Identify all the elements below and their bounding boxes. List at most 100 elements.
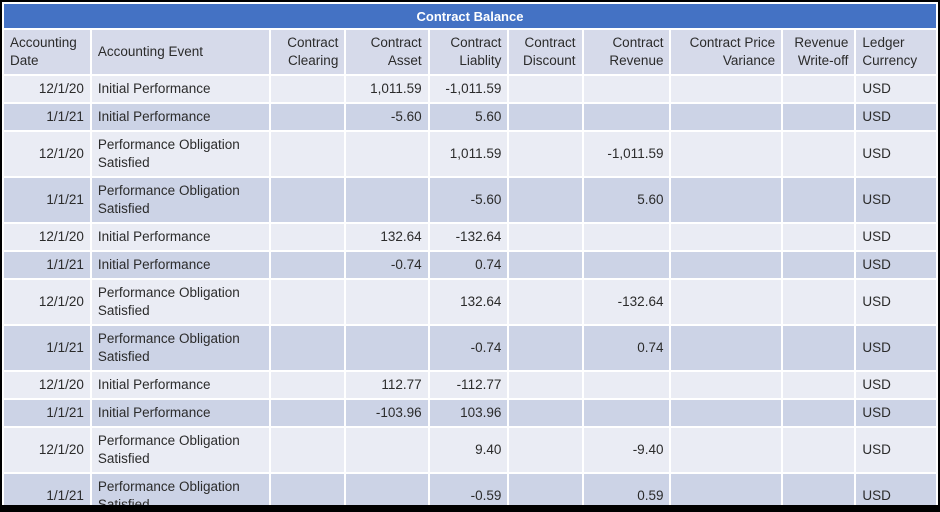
- table-cell: [671, 132, 782, 176]
- table-cell: -112.77: [429, 372, 508, 398]
- table-cell: -1,011.59: [429, 76, 508, 102]
- table-cell: [671, 474, 782, 505]
- table-cell: Performance Obligation Satisfied: [91, 474, 270, 505]
- table-cell: 0.74: [583, 326, 670, 370]
- table-cell: [671, 76, 782, 102]
- table-cell: [671, 326, 782, 370]
- table-cell: -0.74: [429, 326, 508, 370]
- table-cell: USD: [856, 400, 936, 426]
- column-header: Contract Price Variance: [671, 30, 782, 74]
- table-row: 1/1/21 Initial Performance -0.74 0.74 USD: [4, 252, 936, 278]
- column-header: Contract Liablity: [429, 30, 508, 74]
- table-cell: -132.64: [429, 224, 508, 250]
- table-cell: [509, 280, 582, 324]
- table-row: 12/1/20 Performance Obligation Satisfied 1…: [4, 132, 936, 176]
- table-cell: [583, 104, 670, 130]
- table-row: 12/1/20 Initial Performance 132.64 -132.64 U…: [4, 224, 936, 250]
- table-cell: [271, 178, 345, 222]
- table-cell: USD: [856, 280, 936, 324]
- table-cell: [271, 428, 345, 472]
- table-cell: [783, 252, 855, 278]
- table-cell: [271, 76, 345, 102]
- table-cell: -103.96: [346, 400, 428, 426]
- table-cell: [509, 372, 582, 398]
- table-cell: USD: [856, 76, 936, 102]
- table-cell: USD: [856, 428, 936, 472]
- table-cell: 1,011.59: [429, 132, 508, 176]
- table-cell: 112.77: [346, 372, 428, 398]
- table-cell: [509, 474, 582, 505]
- table-cell: [509, 224, 582, 250]
- table-cell: [271, 372, 345, 398]
- table-cell: -0.59: [429, 474, 508, 505]
- table-cell: 5.60: [583, 178, 670, 222]
- table-cell: [271, 224, 345, 250]
- column-header: Contract Revenue: [583, 30, 670, 74]
- table-cell: 1/1/21: [4, 178, 90, 222]
- column-header: Contract Clearing: [271, 30, 345, 74]
- table-cell: 103.96: [429, 400, 508, 426]
- table-cell: 12/1/20: [4, 76, 90, 102]
- table-cell: [509, 132, 582, 176]
- table-cell: USD: [856, 372, 936, 398]
- table-cell: [783, 326, 855, 370]
- table-cell: 1/1/21: [4, 104, 90, 130]
- table-row: 1/1/21 Initial Performance -5.60 5.60 USD: [4, 104, 936, 130]
- table-body: 12/1/20 Initial Performance 1,011.59 -1,011…: [4, 76, 936, 505]
- table-cell: 1/1/21: [4, 326, 90, 370]
- table-cell: [783, 400, 855, 426]
- table-row: 1/1/21 Performance Obligation Satisfied -5…: [4, 178, 936, 222]
- table-cell: -9.40: [583, 428, 670, 472]
- table-cell: [271, 474, 345, 505]
- table-cell: [271, 280, 345, 324]
- column-header: Ledger Currency: [856, 30, 936, 74]
- table-cell: 1/1/21: [4, 474, 90, 505]
- table-cell: 132.64: [429, 280, 508, 324]
- table-cell: -5.60: [429, 178, 508, 222]
- table-cell: [346, 132, 428, 176]
- table-row: 12/1/20 Initial Performance 112.77 -112.77 U…: [4, 372, 936, 398]
- table-cell: [271, 104, 345, 130]
- table-cell: [346, 428, 428, 472]
- table-cell: [671, 400, 782, 426]
- table-cell: Initial Performance: [91, 76, 270, 102]
- table-cell: [783, 372, 855, 398]
- table-cell: 1/1/21: [4, 400, 90, 426]
- table-cell: [583, 252, 670, 278]
- column-header: Revenue Write-off: [783, 30, 855, 74]
- table-cell: -5.60: [346, 104, 428, 130]
- table-cell: [671, 280, 782, 324]
- table-cell: [671, 224, 782, 250]
- table-cell: [783, 224, 855, 250]
- table-cell: Performance Obligation Satisfied: [91, 178, 270, 222]
- table-cell: 12/1/20: [4, 372, 90, 398]
- table-cell: Performance Obligation Satisfied: [91, 280, 270, 324]
- table-cell: Initial Performance: [91, 400, 270, 426]
- table-cell: [583, 76, 670, 102]
- table-cell: [583, 372, 670, 398]
- table-cell: Performance Obligation Satisfied: [91, 132, 270, 176]
- table-cell: [346, 280, 428, 324]
- table-cell: Initial Performance: [91, 104, 270, 130]
- table-cell: [509, 400, 582, 426]
- table-cell: 12/1/20: [4, 132, 90, 176]
- table-header-row: Accounting Date Accounting Event Contract …: [4, 30, 936, 74]
- table-cell: USD: [856, 178, 936, 222]
- column-header: Accounting Event: [91, 30, 270, 74]
- table-cell: [671, 428, 782, 472]
- table-title-row: Contract Balance: [4, 4, 936, 28]
- table-cell: -0.74: [346, 252, 428, 278]
- column-header: Contract Discount: [509, 30, 582, 74]
- table-cell: [783, 104, 855, 130]
- table-cell: 0.59: [583, 474, 670, 505]
- table-cell: 5.60: [429, 104, 508, 130]
- table-cell: [783, 132, 855, 176]
- table-row: 12/1/20 Initial Performance 1,011.59 -1,011…: [4, 76, 936, 102]
- table-cell: Performance Obligation Satisfied: [91, 326, 270, 370]
- table-cell: [346, 474, 428, 505]
- table-row: 1/1/21 Initial Performance -103.96 103.96 US…: [4, 400, 936, 426]
- table-cell: 0.74: [429, 252, 508, 278]
- table-cell: 1,011.59: [346, 76, 428, 102]
